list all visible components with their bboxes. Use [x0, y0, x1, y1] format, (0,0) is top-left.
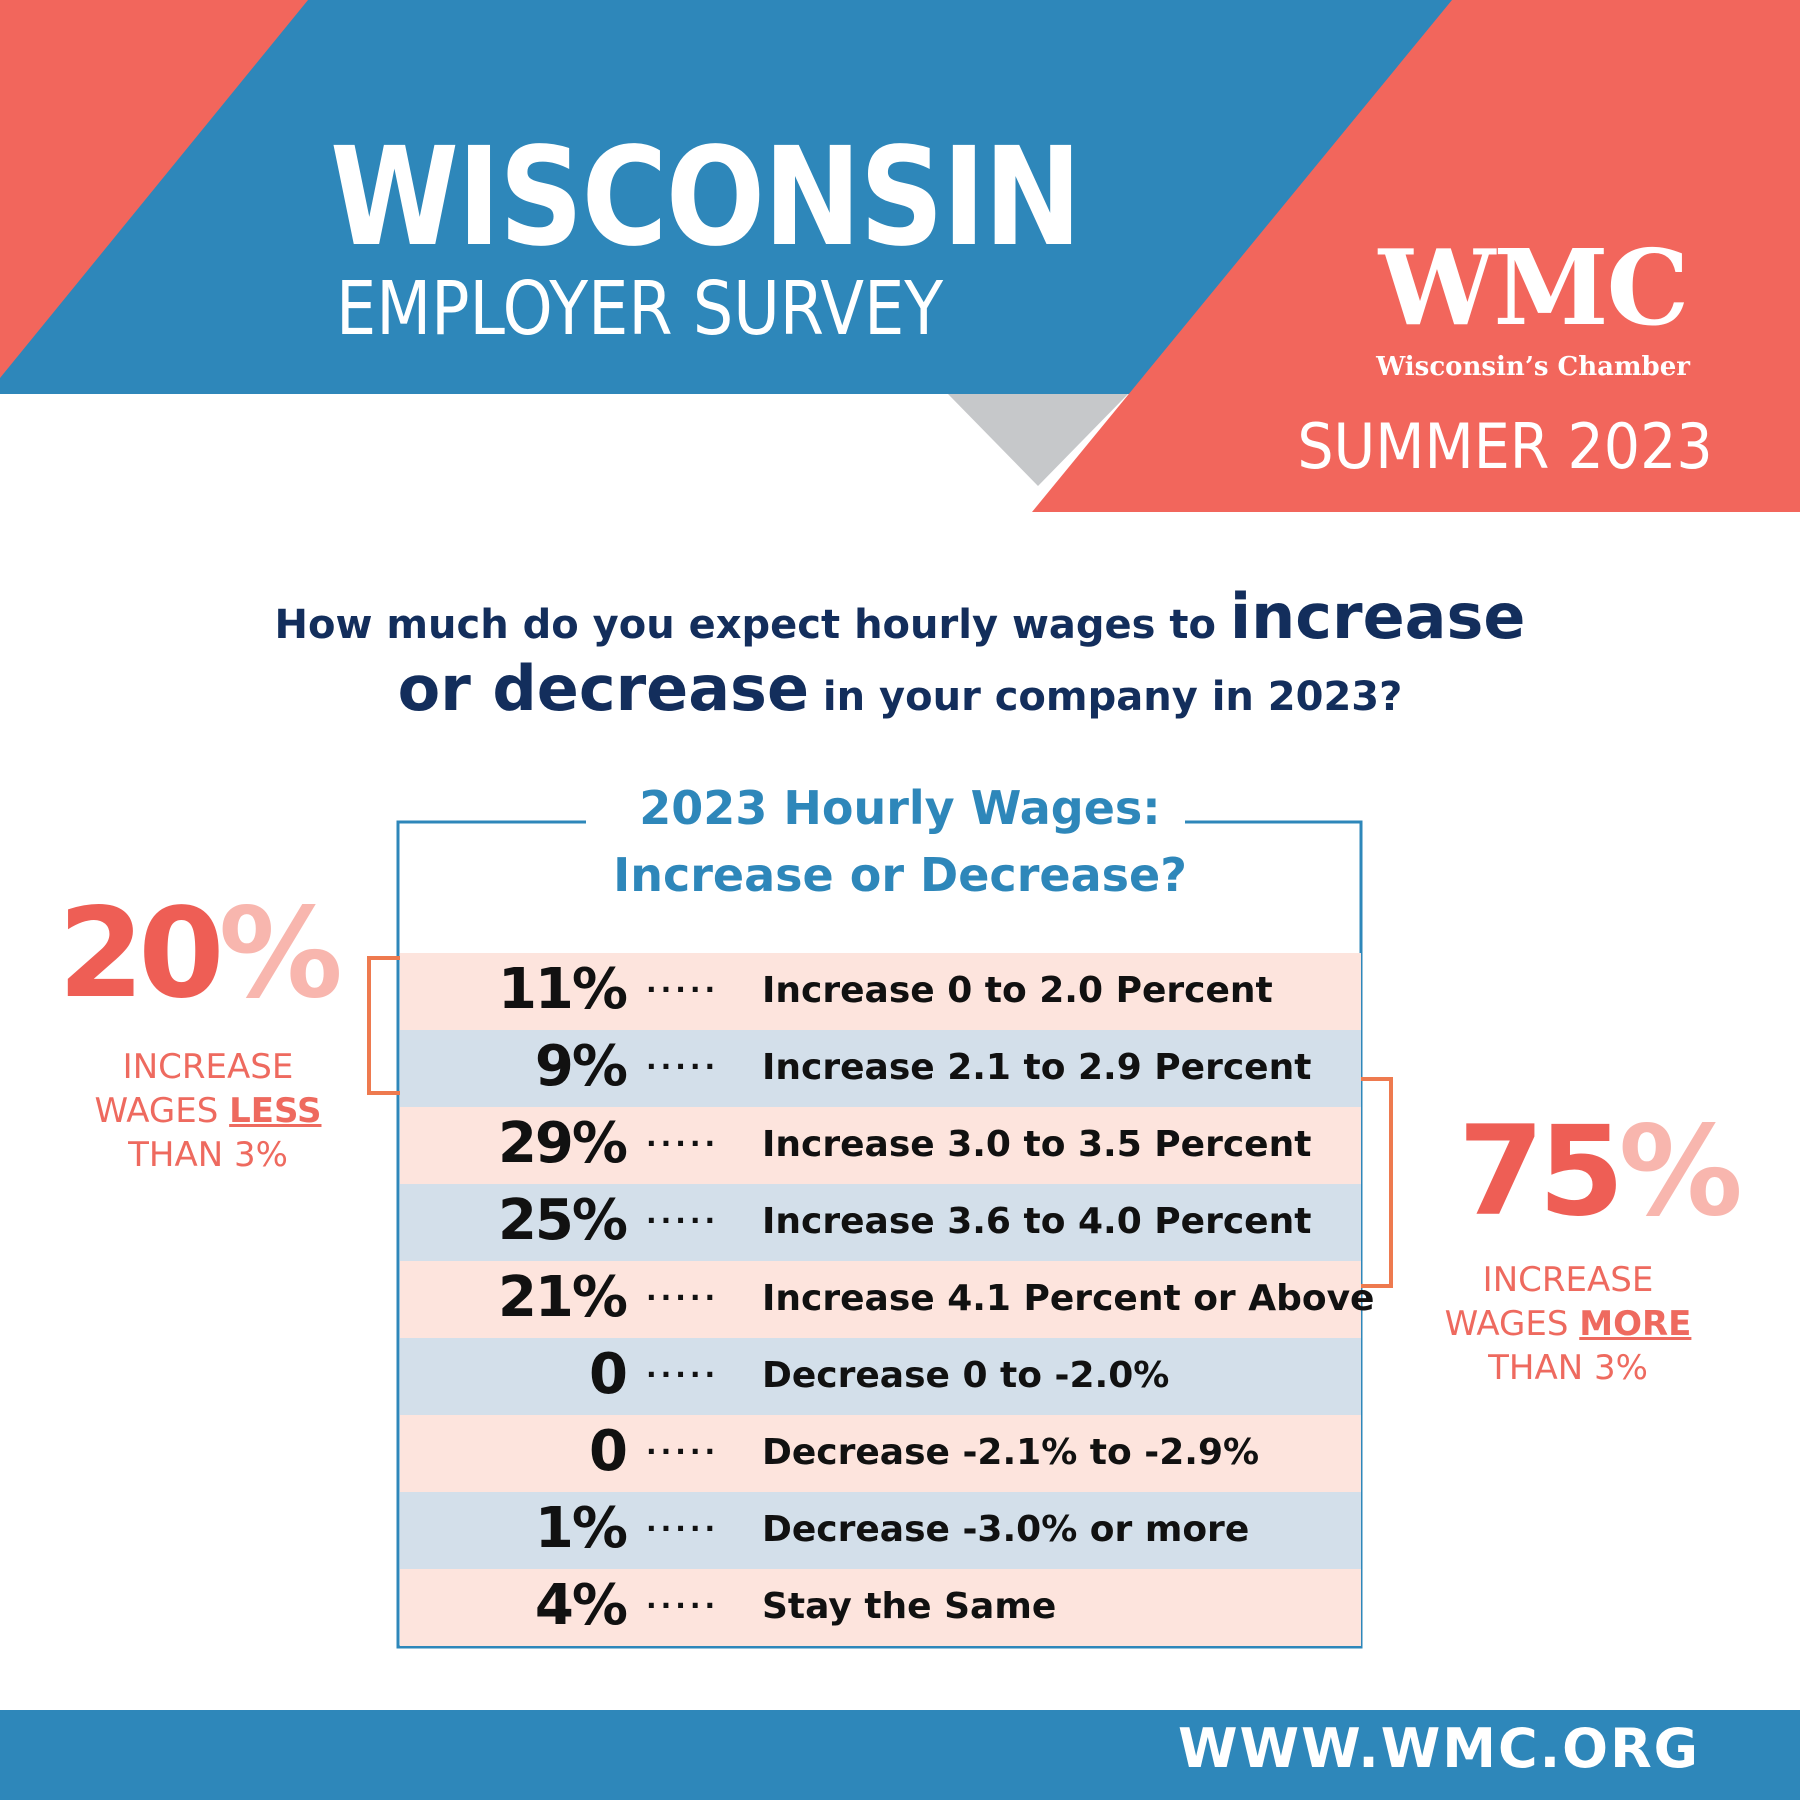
- caption-more-line-1: INCREASE: [1482, 1260, 1654, 1300]
- row-leader-dots: ·····: [646, 973, 720, 1006]
- row-leader-dots: ·····: [646, 1050, 720, 1083]
- wmc-logo-tagline: Wisconsin’s Chamber: [1376, 352, 1690, 382]
- table-row: 1% ····· Decrease -3.0% or more: [400, 1492, 1361, 1569]
- row-leader-dots: ·····: [646, 1281, 720, 1314]
- bracket-right: [1353, 1077, 1393, 1288]
- caption-less-line-1: INCREASE: [122, 1047, 294, 1087]
- row-label: Decrease -3.0% or more: [762, 1509, 1250, 1550]
- table-frame: [396, 820, 1363, 1649]
- row-label: Decrease -2.1% to -2.9%: [762, 1432, 1260, 1473]
- row-value: 0: [589, 1419, 628, 1484]
- caption-more-line-2: WAGES MORE: [1408, 1302, 1728, 1346]
- question-emphasis-decrease: or decrease: [397, 652, 809, 725]
- caption-less-keyword: LESS: [229, 1091, 322, 1131]
- table-row: 21% ····· Increase 4.1 Percent or Above: [400, 1261, 1374, 1338]
- gray-triangle: [948, 394, 1128, 486]
- row-leader-dots: ·····: [646, 1435, 720, 1468]
- table-row: 0 ····· Decrease 0 to -2.0%: [400, 1338, 1361, 1415]
- row-leader-dots: ·····: [646, 1127, 720, 1160]
- stat-more-number: 75: [1458, 1100, 1625, 1244]
- row-value: 11%: [497, 957, 628, 1022]
- caption-less-line-2: WAGES LESS: [48, 1089, 368, 1133]
- website-link[interactable]: WWW.WMC.ORG: [1177, 1717, 1700, 1780]
- wmc-logo: WMC: [1378, 226, 1690, 349]
- stat-more-percent-sign: %: [1618, 1100, 1743, 1244]
- right-coral-panel: [1032, 0, 1800, 512]
- stat-more-than-3: 75%: [1458, 1110, 1743, 1234]
- footer-band: [0, 1710, 1800, 1800]
- caption-less-line-3: THAN 3%: [128, 1135, 288, 1175]
- survey-season: SUMMER 2023: [1297, 410, 1713, 483]
- row-value: 25%: [497, 1188, 628, 1253]
- stat-less-number: 20: [58, 882, 225, 1026]
- row-value: 1%: [534, 1496, 628, 1561]
- row-label: Increase 3.0 to 3.5 Percent: [762, 1124, 1312, 1165]
- row-leader-dots: ·····: [646, 1512, 720, 1545]
- table-row: 0 ····· Decrease -2.1% to -2.9%: [400, 1415, 1361, 1492]
- caption-more-than-3: INCREASE WAGES MORE THAN 3%: [1408, 1258, 1728, 1390]
- question-line-1: How much do you expect hourly wages to i…: [0, 580, 1800, 653]
- top-left-coral-triangle: [0, 0, 308, 378]
- table-row: 4% ····· Stay the Same: [400, 1569, 1361, 1646]
- row-label: Increase 0 to 2.0 Percent: [762, 970, 1273, 1011]
- row-label: Stay the Same: [762, 1586, 1057, 1627]
- table-row: 29% ····· Increase 3.0 to 3.5 Percent: [400, 1107, 1361, 1184]
- row-value: 9%: [534, 1034, 628, 1099]
- question-line-2: or decrease in your company in 2023?: [0, 652, 1800, 725]
- row-value: 4%: [534, 1573, 628, 1638]
- caption-less-wages: WAGES: [94, 1091, 230, 1131]
- table-row: 25% ····· Increase 3.6 to 4.0 Percent: [400, 1184, 1361, 1261]
- caption-more-wages: WAGES: [1444, 1304, 1580, 1344]
- row-label: Increase 4.1 Percent or Above: [762, 1278, 1375, 1319]
- row-label: Increase 3.6 to 4.0 Percent: [762, 1201, 1312, 1242]
- question-emphasis-increase: increase: [1229, 580, 1526, 653]
- row-label: Increase 2.1 to 2.9 Percent: [762, 1047, 1312, 1088]
- row-leader-dots: ·····: [646, 1358, 720, 1391]
- row-value: 29%: [497, 1111, 628, 1176]
- row-label: Decrease 0 to -2.0%: [762, 1355, 1170, 1396]
- table-title-line-1: 2023 Hourly Wages:: [639, 781, 1161, 835]
- question-text-1: How much do you expect hourly wages to: [274, 602, 1230, 648]
- survey-subtitle: EMPLOYER SURVEY: [336, 266, 944, 352]
- table-row: 11% ····· Increase 0 to 2.0 Percent: [400, 953, 1361, 1030]
- question-text-2: in your company in 2023?: [809, 674, 1403, 720]
- survey-title: WISCONSIN: [330, 119, 1082, 277]
- row-leader-dots: ·····: [646, 1589, 720, 1622]
- row-value: 0: [589, 1342, 628, 1407]
- table-title-line-2: Increase or Decrease?: [613, 848, 1187, 902]
- row-leader-dots: ·····: [646, 1204, 720, 1237]
- caption-less-than-3: INCREASE WAGES LESS THAN 3%: [48, 1045, 368, 1177]
- bracket-left: [367, 956, 408, 1095]
- stat-less-percent-sign: %: [218, 882, 343, 1026]
- stat-less-than-3: 20%: [58, 892, 343, 1016]
- caption-more-keyword: MORE: [1579, 1304, 1692, 1344]
- table-row: 9% ····· Increase 2.1 to 2.9 Percent: [400, 1030, 1361, 1107]
- caption-more-line-3: THAN 3%: [1488, 1348, 1648, 1388]
- row-value: 21%: [497, 1265, 628, 1330]
